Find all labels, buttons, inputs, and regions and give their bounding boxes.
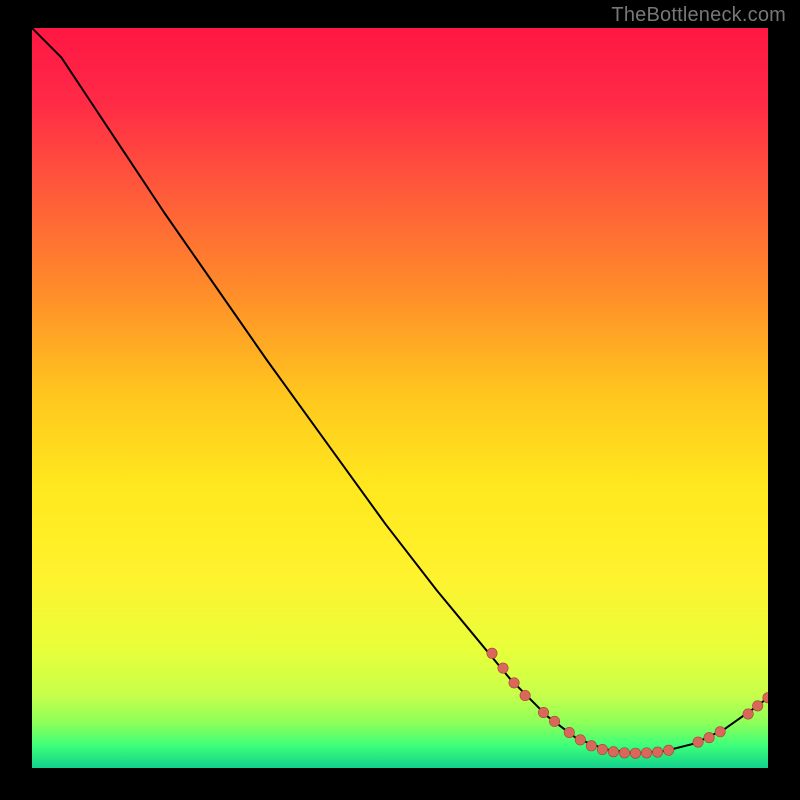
data-marker — [641, 748, 651, 758]
data-marker — [597, 744, 607, 754]
watermark-text: TheBottleneck.com — [611, 4, 786, 27]
data-marker — [586, 741, 596, 751]
data-marker — [743, 709, 753, 719]
data-marker — [608, 747, 618, 757]
data-marker — [575, 735, 585, 745]
data-marker — [564, 727, 574, 737]
data-marker — [509, 678, 519, 688]
data-marker — [520, 690, 530, 700]
plot-area — [32, 28, 768, 768]
data-marker — [549, 716, 559, 726]
bottleneck-curve-chart — [32, 28, 768, 768]
data-marker — [693, 737, 703, 747]
data-marker — [487, 648, 497, 658]
data-marker — [753, 701, 763, 711]
data-marker — [663, 745, 673, 755]
data-marker — [715, 727, 725, 737]
data-marker — [630, 748, 640, 758]
data-marker — [619, 748, 629, 758]
chart-container: TheBottleneck.com — [0, 0, 800, 800]
gradient-background — [32, 28, 768, 768]
data-marker — [538, 707, 548, 717]
data-marker — [498, 663, 508, 673]
data-marker — [652, 747, 662, 757]
data-marker — [704, 732, 714, 742]
